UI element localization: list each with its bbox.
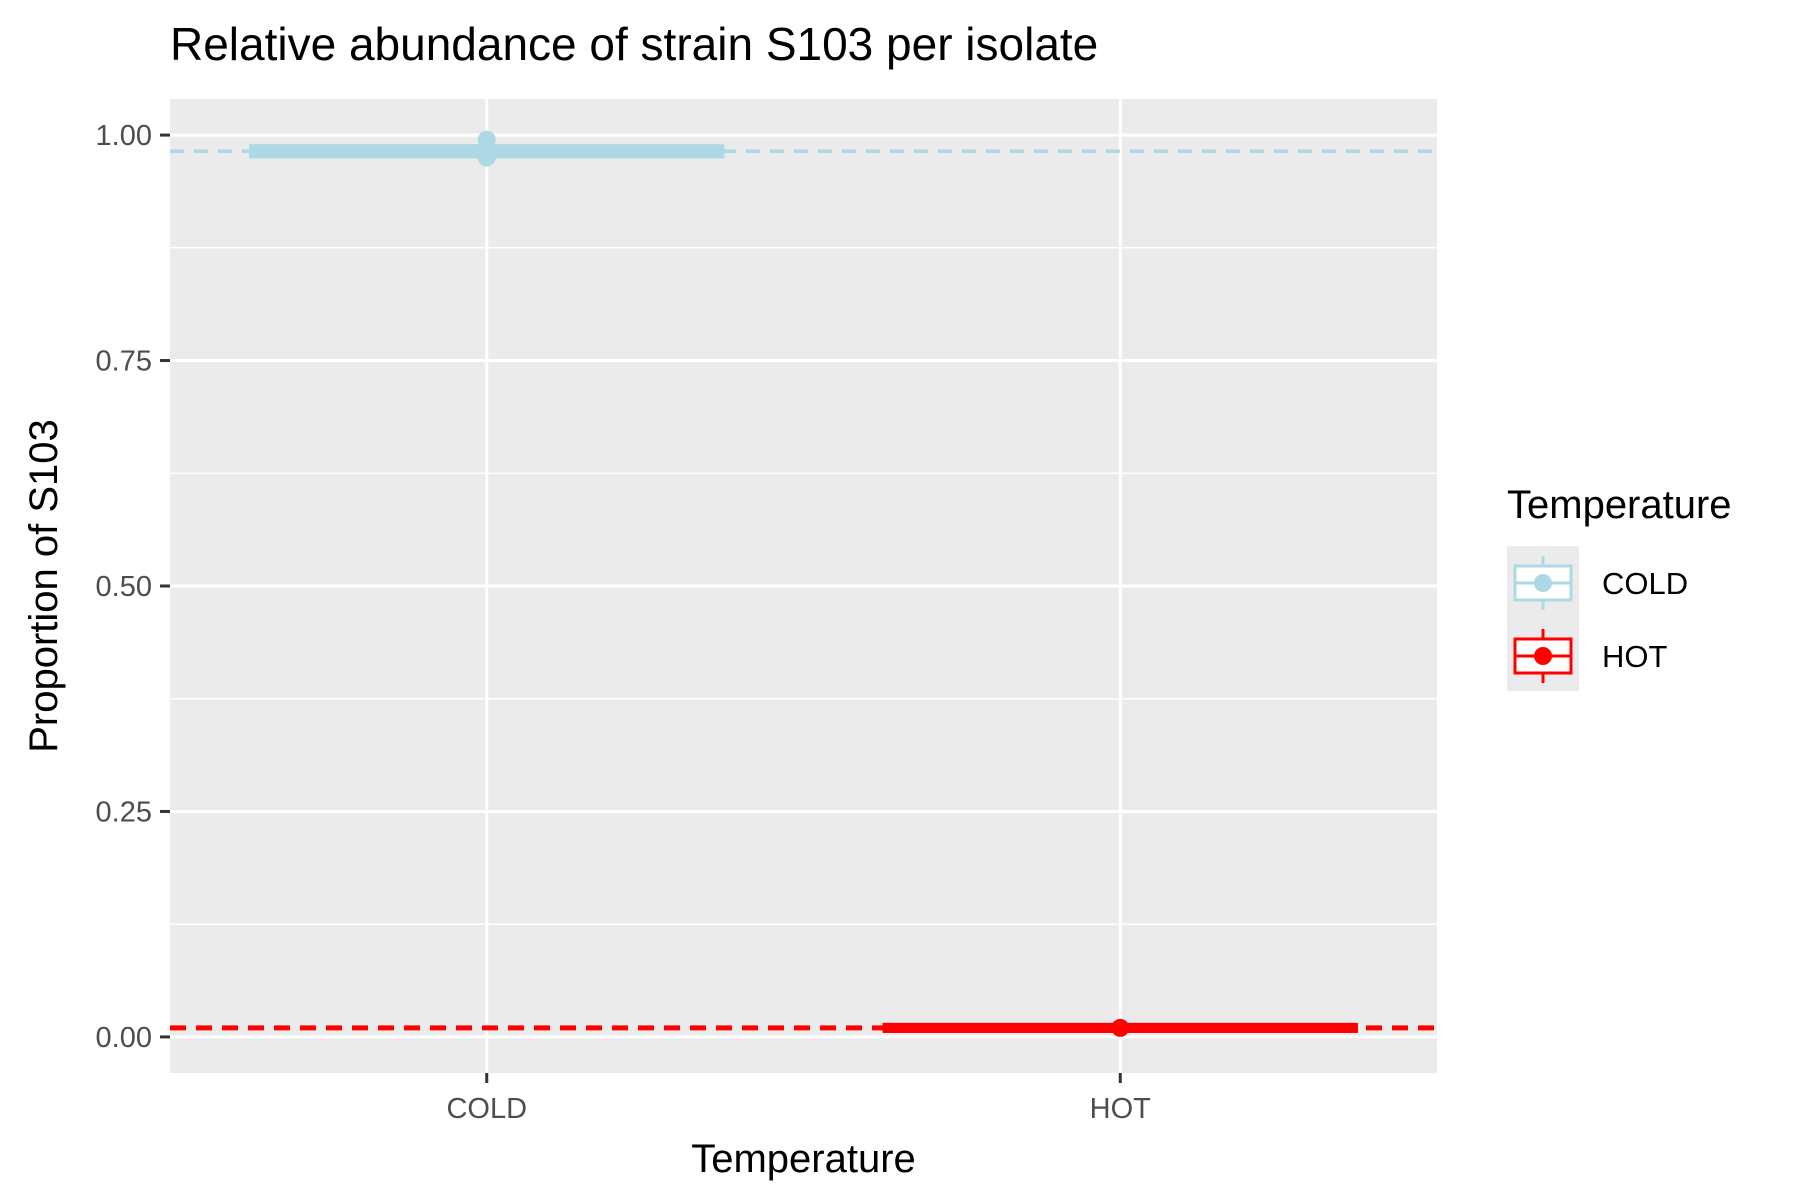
y-tick-label: 0.25: [96, 796, 152, 828]
y-tick-label: 1.00: [96, 120, 152, 152]
legend-label-cold: COLD: [1602, 566, 1688, 601]
x-axis-title: Temperature: [691, 1137, 916, 1181]
data-points: [477, 130, 1130, 1037]
y-axis-title: Proportion of S103: [22, 419, 66, 753]
legend-title: Temperature: [1507, 483, 1732, 527]
y-tick-label: 0.75: [96, 346, 152, 378]
legend-items: COLD HOT: [1513, 556, 1688, 683]
x-tick-label: COLD: [446, 1093, 527, 1125]
x-tick-label: HOT: [1090, 1093, 1152, 1125]
point-hot: [1111, 1018, 1130, 1037]
legend-point-cold: [1534, 574, 1552, 592]
point-cold: [477, 148, 496, 167]
chart-title: Relative abundance of strain S103 per is…: [170, 18, 1098, 70]
grid-lines: [170, 99, 1437, 1073]
axes: 0.00 0.25 0.50 0.75 1.00 COLD HOT: [96, 120, 1152, 1125]
legend: Temperature COLD HOT: [1507, 483, 1732, 691]
legend-point-hot: [1534, 647, 1552, 665]
y-tick-label: 0.50: [96, 571, 152, 603]
legend-label-hot: HOT: [1602, 639, 1668, 674]
y-tick-label: 0.00: [96, 1022, 152, 1054]
